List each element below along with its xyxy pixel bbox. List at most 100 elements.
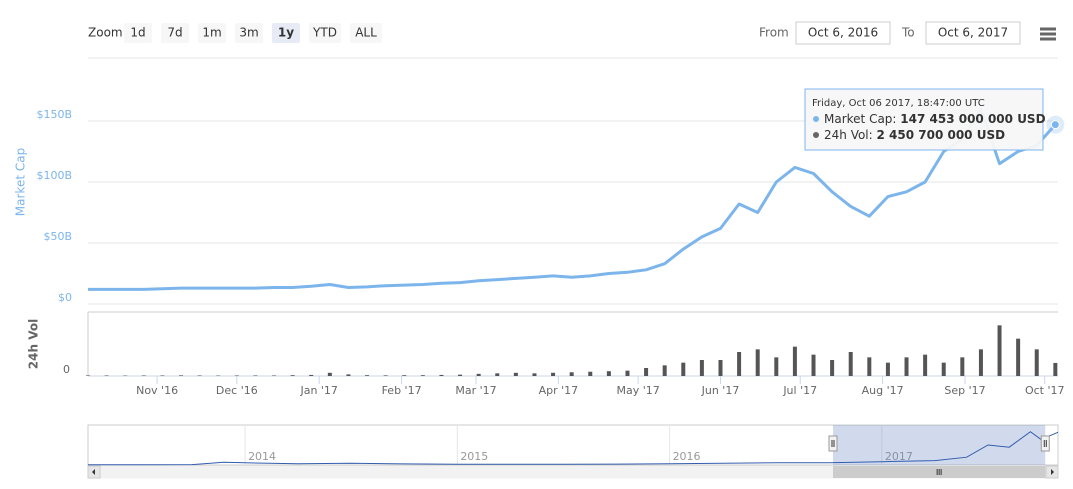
zoom-button-label[interactable]: 7d — [167, 26, 182, 40]
volume-bar — [867, 357, 872, 376]
zoom-button[interactable] — [350, 23, 382, 43]
volume-bar — [848, 352, 853, 376]
tooltip-box — [804, 88, 1044, 151]
from-input[interactable] — [795, 21, 891, 45]
tooltip-item: 24h Vol: 2 450 700 000 USD — [824, 128, 1005, 142]
volume-bar — [179, 375, 184, 376]
volume-bar — [1016, 338, 1021, 376]
volume-bar — [420, 375, 425, 376]
tooltip-bullet — [813, 132, 819, 138]
tooltip-label: 24h Vol: — [824, 128, 877, 142]
volume-bar — [606, 371, 611, 376]
navigator-tick-label: 2016 — [673, 450, 701, 463]
volume-bar — [365, 375, 370, 376]
tooltip-item: Market Cap: 147 453 000 000 USD — [824, 112, 1046, 126]
zoom-button-label[interactable]: 3m — [239, 26, 258, 40]
zoom-button[interactable] — [198, 23, 226, 43]
volume-bar — [383, 375, 388, 376]
volume-bar — [718, 360, 723, 376]
x-tick-label: Nov '16 — [136, 384, 178, 397]
navigator-handle[interactable] — [1040, 435, 1050, 452]
x-tick-label: Jul '17 — [782, 384, 817, 397]
tooltip-date: Friday, Oct 06 2017, 18:47:00 UTC — [812, 98, 985, 109]
navigator-handle[interactable] — [828, 435, 838, 452]
volume-bar — [904, 357, 909, 376]
from-value[interactable]: Oct 6, 2016 — [808, 26, 878, 40]
zoom-button-label[interactable]: 1d — [130, 26, 145, 40]
to-input[interactable] — [925, 21, 1021, 45]
zoom-button[interactable] — [124, 23, 152, 43]
volume-bar — [532, 373, 537, 376]
volume-bar — [699, 360, 704, 376]
volume-bar — [253, 375, 258, 376]
volume-bar — [923, 354, 928, 376]
y-axis-title: Market Cap — [14, 148, 28, 216]
volume-bar — [160, 375, 165, 376]
tooltip-value: 147 453 000 000 USD — [900, 112, 1045, 126]
zoom-button-label[interactable]: 1m — [202, 26, 221, 40]
zoom-button[interactable] — [161, 23, 189, 43]
volume-bar — [1034, 349, 1039, 376]
volume-bar — [86, 375, 90, 376]
volume-bar — [439, 374, 444, 376]
navigator-line — [88, 431, 1059, 466]
x-tick-label: Mar '17 — [455, 384, 496, 397]
zoom-button-label[interactable]: YTD — [312, 26, 337, 40]
y2-axis-title: 24h Vol — [27, 319, 41, 369]
volume-bar — [346, 374, 351, 376]
zoom-button-label[interactable]: 1y — [278, 26, 294, 40]
volume-bar — [197, 375, 202, 376]
volume-bar — [234, 375, 239, 376]
volume-bar — [941, 362, 946, 376]
navigator-mask — [833, 425, 1046, 465]
navigator-background — [87, 424, 1059, 466]
volume-bar — [458, 374, 463, 376]
tooltip-value: 2 450 700 000 USD — [877, 128, 1006, 142]
menu-icon[interactable] — [1033, 22, 1063, 46]
scroll-right-arrow — [1051, 469, 1054, 475]
volume-bar — [476, 373, 481, 376]
y-tick-label: $150B — [36, 108, 72, 121]
volume-bar — [774, 357, 779, 376]
volume-bar — [755, 349, 760, 376]
zoom-button-label[interactable]: ALL — [355, 26, 377, 40]
volume-bar — [272, 375, 277, 376]
y-tick-label: $0 — [58, 291, 72, 304]
market-cap-line — [88, 107, 1057, 291]
volume-bar — [997, 325, 1002, 376]
volume-bar — [402, 375, 407, 376]
zoom-button[interactable] — [235, 23, 263, 43]
x-tick-label: Dec '16 — [216, 384, 258, 397]
volume-bar — [327, 372, 332, 376]
tooltip-bullet — [813, 116, 819, 122]
zoom-button[interactable] — [309, 23, 341, 43]
y2-tick-label: 0 — [63, 363, 70, 376]
volume-bar — [551, 372, 556, 376]
volume-bar — [625, 370, 630, 376]
x-tick-label: Feb '17 — [382, 384, 422, 397]
y-tick-label: $100B — [36, 169, 72, 182]
zoom-button[interactable] — [272, 23, 300, 43]
from-label: From — [759, 26, 789, 40]
volume-bar — [960, 357, 965, 376]
volume-bar — [569, 372, 574, 376]
volume-bar — [290, 375, 295, 376]
hover-point — [1050, 120, 1060, 130]
x-tick-label: May '17 — [616, 384, 659, 397]
volume-bar — [830, 360, 835, 376]
volume-bar — [141, 375, 146, 376]
navigator-tick-label: 2017 — [885, 450, 913, 463]
volume-bar — [681, 362, 686, 376]
to-value[interactable]: Oct 6, 2017 — [938, 26, 1008, 40]
volume-bar — [495, 373, 500, 376]
tooltip-label: Market Cap: — [824, 112, 900, 126]
x-tick-label: Jun '17 — [701, 384, 740, 397]
x-tick-label: Aug '17 — [862, 384, 904, 397]
volume-bar — [811, 354, 816, 376]
x-tick-label: Oct '17 — [1025, 384, 1065, 397]
volume-bar — [644, 368, 649, 376]
navigator-tick-label: 2014 — [248, 450, 276, 463]
navigator-tick-label: 2015 — [460, 450, 488, 463]
